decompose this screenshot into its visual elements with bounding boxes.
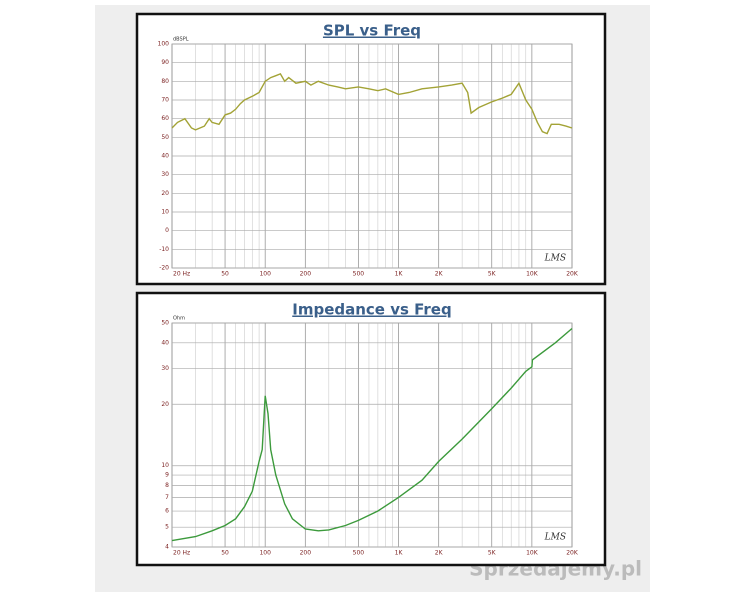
y-tick-label: 50 xyxy=(161,134,169,141)
data-line xyxy=(171,73,573,135)
x-tick-label: 500 xyxy=(353,550,365,557)
y-tick-label: 8 xyxy=(165,482,169,489)
y-tick-label: 70 xyxy=(161,97,169,104)
x-tick-label: 5K xyxy=(488,550,497,557)
y-tick-label: 40 xyxy=(161,153,169,160)
x-tick-label: 20K xyxy=(566,271,579,278)
y-tick-label: 6 xyxy=(165,508,169,515)
x-tick-label: 100 xyxy=(259,550,271,557)
y-tick-label: 20 xyxy=(161,401,169,408)
y-axis-label: dBSPL xyxy=(173,37,189,43)
y-tick-label: 30 xyxy=(161,171,169,178)
x-tick-label: 1K xyxy=(395,550,404,557)
y-tick-label: 9 xyxy=(165,472,169,479)
x-tick-label: 1K xyxy=(395,271,404,278)
y-tick-label: 30 xyxy=(161,365,169,372)
y-tick-label: 60 xyxy=(161,115,169,122)
x-tick-label: 10K xyxy=(526,271,539,278)
x-tick-label: 20K xyxy=(566,550,579,557)
y-tick-label: 40 xyxy=(161,339,169,346)
x-tick-label: 10K xyxy=(526,550,539,557)
chart-title: Impedance vs Freq xyxy=(292,301,451,319)
y-tick-label: 20 xyxy=(161,190,169,197)
x-tick-label: 2K xyxy=(435,550,444,557)
annotation: LMS xyxy=(544,533,566,543)
y-tick-label: 80 xyxy=(161,78,169,85)
y-tick-label: 10 xyxy=(161,209,169,216)
x-tick-label: 100 xyxy=(259,271,271,278)
x-tick-label: 5K xyxy=(488,271,497,278)
x-tick-label: 20 Hz xyxy=(173,271,190,278)
y-tick-label: 7 xyxy=(165,494,169,501)
y-tick-label: 10 xyxy=(161,462,169,469)
plot-area xyxy=(171,322,573,548)
x-tick-label: 200 xyxy=(300,271,312,278)
y-tick-label: 50 xyxy=(161,320,169,327)
x-tick-label: 200 xyxy=(300,550,312,557)
y-tick-label: 5 xyxy=(165,524,169,531)
annotation: LMS xyxy=(544,254,566,264)
x-tick-label: 50 xyxy=(221,550,229,557)
y-tick-label: -10 xyxy=(159,246,169,253)
x-tick-label: 2K xyxy=(435,271,444,278)
y-tick-label: -20 xyxy=(159,265,169,272)
y-tick-label: 0 xyxy=(165,227,169,234)
x-tick-label: 20 Hz xyxy=(173,550,190,557)
y-tick-label: 100 xyxy=(158,41,170,48)
data-line xyxy=(171,327,573,542)
y-axis-label: Ohm xyxy=(173,316,185,322)
x-tick-label: 500 xyxy=(353,271,365,278)
y-tick-label: 90 xyxy=(161,59,169,66)
y-tick-label: 4 xyxy=(165,544,169,551)
x-tick-label: 50 xyxy=(221,271,229,278)
chart-title: SPL vs Freq xyxy=(323,22,421,40)
